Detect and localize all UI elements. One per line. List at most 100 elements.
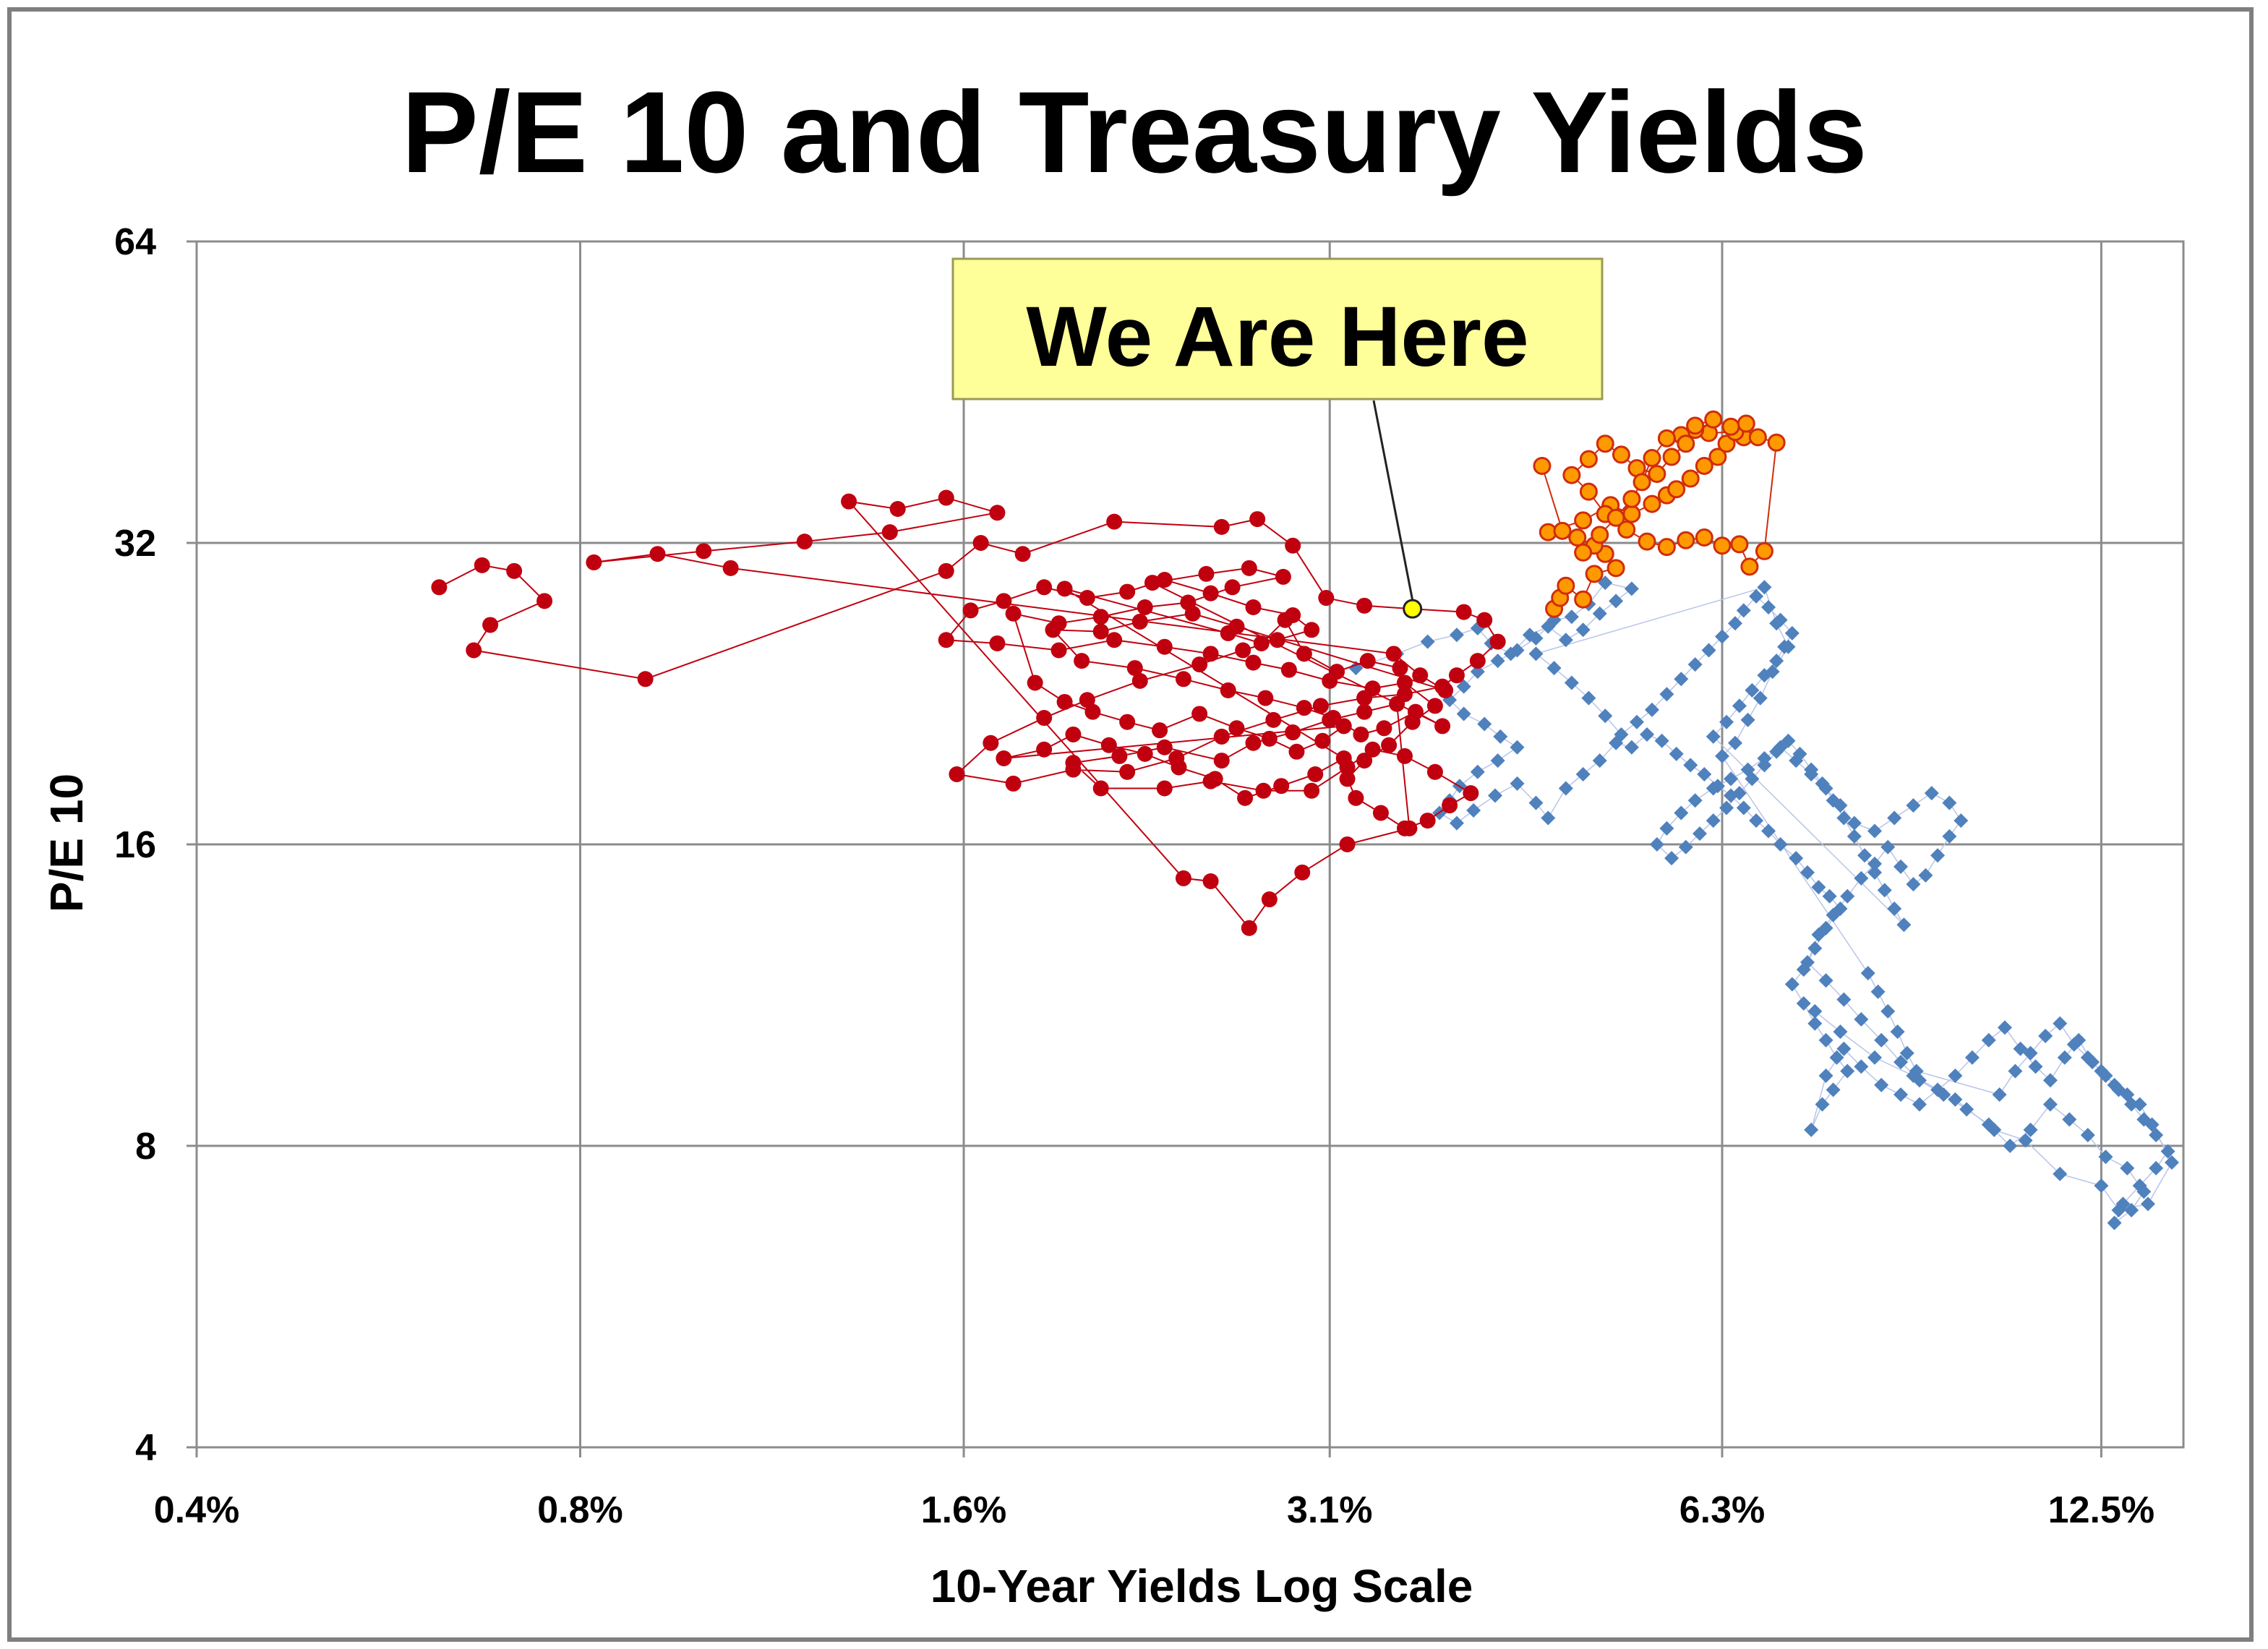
- data-point: [1562, 466, 1581, 484]
- data-point: [1678, 839, 1693, 855]
- data-point: [2042, 1097, 2058, 1112]
- data-point: [1175, 870, 1191, 886]
- data-point: [949, 766, 965, 782]
- data-point: [1730, 535, 1749, 554]
- data-point: [2023, 1045, 2038, 1061]
- tick-labels: 0.4% 0.8% 1.6% 3.1% 6.3% 12.5% 4 8 16 32 64: [114, 221, 2154, 1531]
- data-point: [1657, 538, 1676, 557]
- data-point: [1811, 927, 1826, 942]
- data-point: [1412, 667, 1429, 684]
- data-point: [1437, 682, 1454, 698]
- data-point: [1237, 789, 1254, 806]
- data-point: [1156, 780, 1173, 797]
- data-point: [1442, 797, 1458, 814]
- data-point: [1659, 821, 1674, 836]
- data-point: [1708, 447, 1727, 466]
- data-point: [1755, 541, 1773, 560]
- data-point: [1804, 762, 1819, 777]
- data-point: [1765, 664, 1780, 680]
- data-point: [1948, 1068, 1963, 1083]
- data-point: [1930, 848, 1946, 863]
- data-point: [1241, 920, 1257, 936]
- data-point: [1152, 722, 1168, 739]
- data-point: [1617, 520, 1636, 539]
- data-point: [1704, 410, 1723, 429]
- data-point: [1288, 743, 1305, 760]
- data-point: [1677, 434, 1695, 453]
- data-point: [1847, 815, 1862, 831]
- data-point: [1575, 766, 1591, 781]
- data-point: [2008, 1063, 2023, 1079]
- data-point: [1591, 526, 1609, 544]
- data-point: [1339, 771, 1356, 787]
- data-point: [1546, 661, 1562, 676]
- data-point: [1749, 813, 1764, 828]
- data-point: [1767, 433, 1786, 452]
- data-point: [1800, 955, 1815, 970]
- data-point: [1592, 753, 1607, 768]
- data-point: [1732, 786, 1747, 801]
- data-point: [1807, 941, 1823, 956]
- data-point: [466, 642, 482, 659]
- data-point: [1753, 690, 1768, 706]
- data-point: [1407, 703, 1424, 720]
- x-axis-title: 10-Year Yields Log Scale: [930, 1560, 1473, 1612]
- data-point: [1757, 580, 1772, 595]
- x-tick-label: 0.4%: [154, 1489, 240, 1531]
- data-point: [1202, 873, 1219, 889]
- data-point: [1942, 795, 1957, 810]
- data-point: [2013, 1041, 2028, 1056]
- data-point: [1131, 672, 1148, 689]
- data-point: [1476, 612, 1493, 628]
- x-tick-label: 1.6%: [921, 1489, 1007, 1531]
- data-point: [2062, 1112, 2077, 1127]
- data-point: [1392, 660, 1408, 677]
- data-point: [1568, 528, 1587, 547]
- data-point: [1822, 888, 1837, 904]
- data-point: [1796, 995, 1811, 1011]
- y-tick-label: 16: [114, 824, 156, 866]
- y-tick-label: 4: [135, 1427, 156, 1469]
- data-point: [1740, 557, 1759, 576]
- data-point: [1036, 710, 1053, 727]
- data-point: [2149, 1160, 2164, 1175]
- data-point: [1784, 625, 1800, 641]
- data-point: [1456, 706, 1471, 721]
- x-tick-label: 0.8%: [537, 1489, 623, 1531]
- data-point: [1106, 632, 1123, 648]
- x-tick-label: 3.1%: [1287, 1489, 1373, 1531]
- data-point: [1255, 782, 1272, 799]
- data-point: [1887, 901, 1902, 916]
- data-point: [1579, 450, 1598, 468]
- data-point: [1575, 622, 1591, 638]
- data-point: [1880, 839, 1896, 855]
- data-point: [1659, 687, 1674, 702]
- data-point: [1253, 635, 1270, 651]
- data-point: [1893, 1055, 1909, 1070]
- data-point: [1261, 730, 1278, 747]
- data-point: [1826, 1082, 1841, 1097]
- data-point: [1714, 748, 1729, 763]
- data-point: [1111, 748, 1128, 764]
- data-point: [1353, 726, 1369, 742]
- data-point: [1533, 456, 1552, 475]
- data-point: [1131, 613, 1148, 630]
- data-point: [1156, 571, 1173, 588]
- data-point: [1126, 660, 1143, 677]
- data-point: [1470, 664, 1485, 680]
- data-point: [1581, 690, 1596, 706]
- plot-area-border: [195, 240, 2185, 1449]
- data-point: [889, 501, 906, 518]
- data-point: [1490, 753, 1505, 768]
- data-point: [1261, 891, 1278, 908]
- data-point: [1426, 763, 1443, 780]
- data-point: [1036, 579, 1053, 596]
- data-point: [1294, 864, 1311, 881]
- data-point: [1818, 1068, 1833, 1083]
- data-point: [1329, 664, 1345, 680]
- data-point: [506, 562, 523, 579]
- data-point: [2107, 1077, 2122, 1092]
- data-point: [1606, 508, 1625, 527]
- data-point: [1420, 634, 1435, 649]
- data-point: [1376, 720, 1392, 737]
